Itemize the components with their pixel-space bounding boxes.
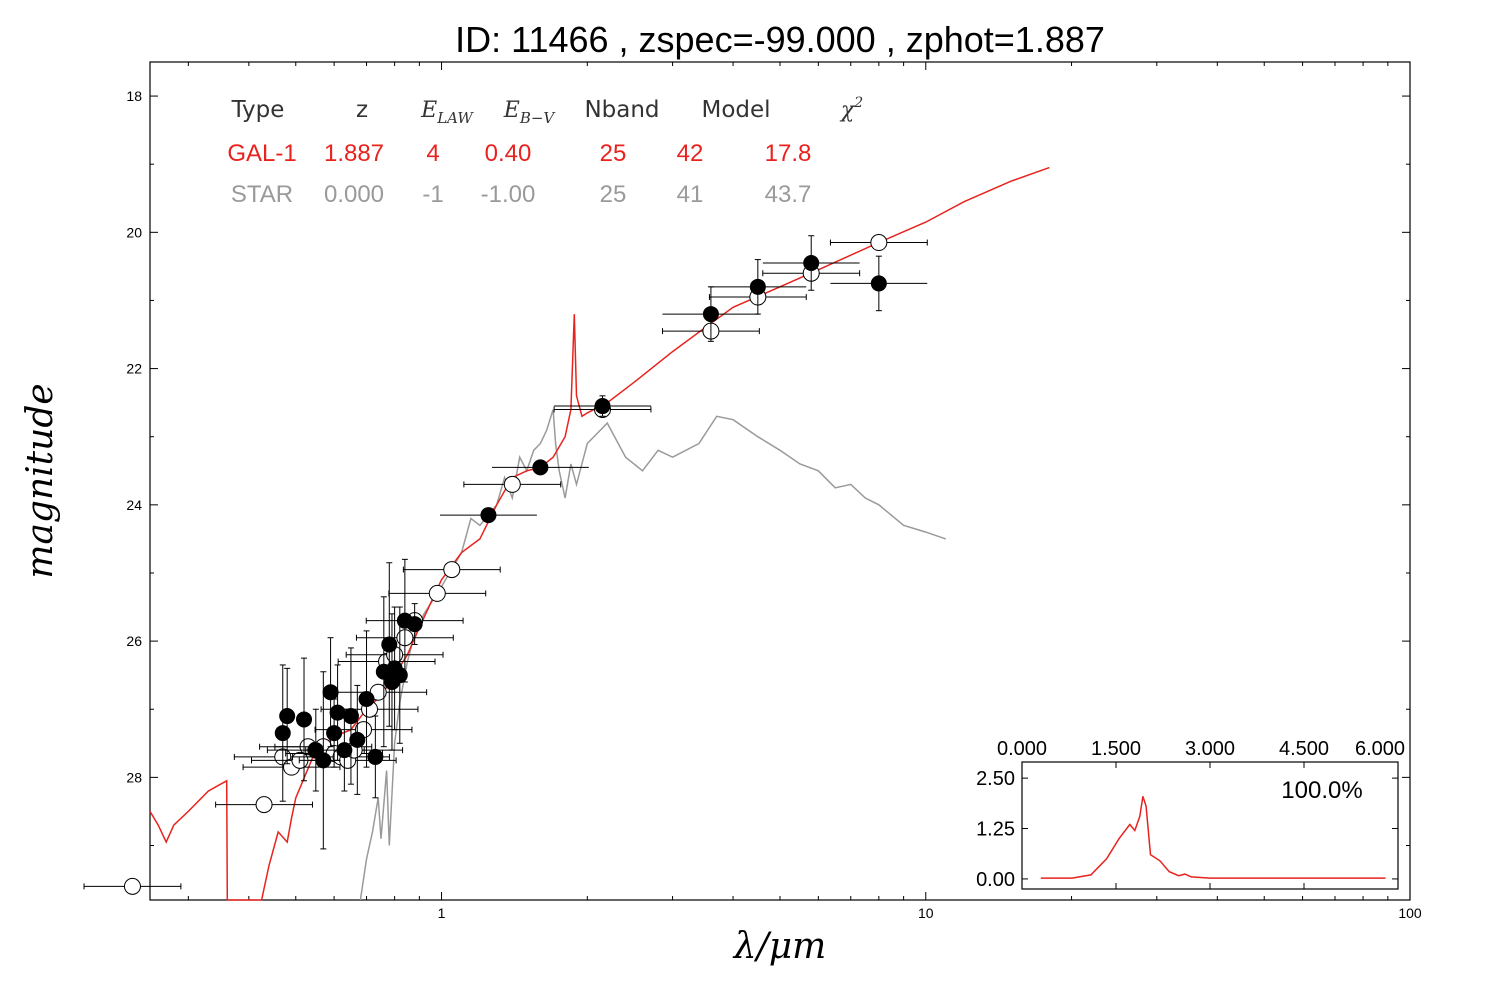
y-axis-label: magnitude: [20, 383, 61, 578]
observed-point: [381, 636, 398, 653]
model-point: [503, 475, 521, 493]
table-cell: 0.000: [324, 181, 384, 208]
model-point: [123, 877, 141, 895]
observed-point: [274, 725, 291, 742]
main-axis-ticks: 18 20 22 24 26 28 1 10 100: [126, 62, 1422, 921]
observed-point: [391, 667, 408, 684]
observed-point: [326, 725, 343, 742]
table-cell: 41: [677, 181, 704, 208]
observed-point: [480, 507, 497, 524]
model-point: [443, 561, 461, 579]
x-tick-label: 100: [1398, 905, 1422, 921]
observed-point: [315, 752, 332, 769]
inset-y-tick-label: 2.50: [976, 768, 1015, 790]
pdf-curve: [1040, 796, 1386, 879]
observed-point: [702, 306, 719, 323]
observed-point: [749, 278, 766, 295]
table-cell: 0.40: [485, 140, 532, 167]
y-tick-label: 26: [126, 633, 142, 649]
y-tick-label: 22: [126, 361, 142, 377]
observed-point: [594, 398, 611, 415]
observed-point: [349, 731, 366, 748]
y-tick-label: 20: [126, 224, 142, 240]
table-cell: -1.00: [481, 181, 536, 208]
table-cell: 25: [600, 181, 627, 208]
inset-x-tick-label: 4.500: [1279, 738, 1329, 760]
star-sed-line: [359, 409, 947, 901]
observed-point: [342, 708, 359, 725]
table-cell: GAL-1: [227, 140, 296, 167]
inset-y-tick-label: 1.25: [976, 819, 1015, 841]
inset-x-tick-label: 6.000: [1355, 738, 1405, 760]
sed-curves: [149, 166, 1050, 901]
chart-title: ID: 11466 , zspec=-99.000 , zphot=1.887: [455, 19, 1105, 60]
y-tick-label: 24: [126, 497, 142, 513]
observed-point: [367, 748, 384, 765]
inset-x-tick-label: 0.000: [997, 738, 1047, 760]
table-header-z: z: [356, 97, 368, 123]
table-cell: -1: [422, 181, 443, 208]
x-axis-label: λ/μm: [732, 926, 826, 967]
fit-results-table: Type z ELAW EB−V Nband Model χ2 GAL-1 1.887 4 0.40…: [227, 95, 863, 208]
main-plot: 18 20 22 24 26 28 1 10 100: [83, 61, 1422, 921]
inset-y-tick-label: 0.00: [976, 869, 1015, 891]
table-cell: 25: [600, 140, 627, 167]
model-point: [428, 584, 446, 602]
model-point: [255, 796, 273, 814]
observed-point: [406, 616, 423, 633]
inset-axis-ticks: 0.000 1.500 3.000 4.500 6.000 0.00 1.25 2.50: [976, 738, 1405, 891]
observed-point: [322, 684, 339, 701]
table-header-ebv: EB−V: [503, 98, 557, 127]
table-header-nband: Nband: [584, 97, 659, 123]
table-cell: 4: [426, 140, 439, 167]
observed-point: [296, 711, 313, 728]
inset-frame: [1021, 761, 1399, 890]
galaxy-sed-line: [149, 166, 1050, 901]
model-point: [870, 234, 888, 252]
observed-point: [870, 275, 887, 292]
x-tick-label: 1: [438, 905, 446, 921]
redshift-pdf-inset: 0.000 1.500 3.000 4.500 6.000 0.00 1.25 2.50 10…: [976, 738, 1405, 891]
table-header-elaw: ELAW: [420, 98, 474, 127]
y-tick-label: 18: [126, 88, 142, 104]
table-cell: 1.887: [324, 140, 384, 167]
table-cell: 42: [677, 140, 704, 167]
table-cell: STAR: [231, 181, 293, 208]
photometry-points: [83, 234, 928, 895]
inset-x-tick-label: 3.000: [1185, 738, 1235, 760]
inset-x-tick-label: 1.500: [1091, 738, 1141, 760]
observed-point: [279, 708, 296, 725]
observed-point: [803, 254, 820, 271]
observed-point: [532, 459, 549, 476]
table-cell: 17.8: [765, 140, 812, 167]
y-tick-label: 28: [126, 769, 142, 785]
pdf-percent-label: 100.0%: [1281, 777, 1362, 804]
observed-point: [329, 704, 346, 721]
observed-point: [358, 691, 375, 708]
table-cell: 43.7: [765, 181, 812, 208]
table-header-model: Model: [701, 97, 770, 123]
observed-point: [336, 742, 353, 759]
x-tick-label: 10: [918, 905, 934, 921]
table-header-type: Type: [231, 97, 285, 123]
table-header-chi2: χ2: [839, 95, 863, 123]
